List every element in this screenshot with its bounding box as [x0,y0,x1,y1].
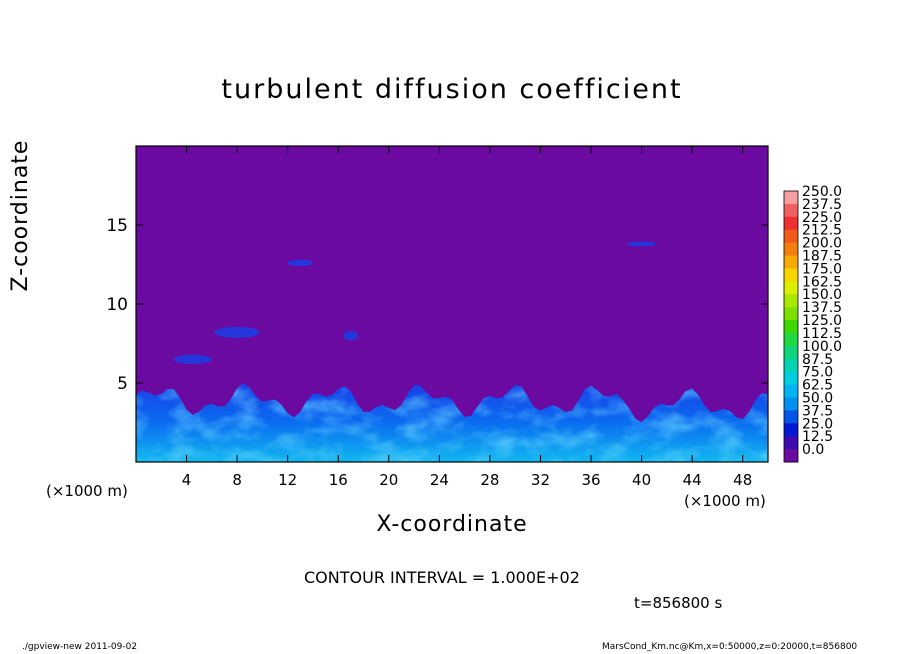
colorbar-frame [783,190,799,463]
colorbar-label: 137.5 [802,300,842,316]
colorbar-swatch [784,229,798,244]
colorbar-label: 50.0 [802,390,833,406]
x-tick-label: 20 [379,471,398,489]
x-tick-label: 8 [232,471,242,489]
colorbar-label: 87.5 [802,352,833,368]
colorbar: 250.0237.5225.0212.5200.0187.5175.0162.5… [783,184,842,463]
turbulent-patch [287,259,313,267]
x-tick-label: 28 [480,471,499,489]
colorbar-swatch [784,255,798,269]
colorbar-label: 162.5 [802,274,842,290]
colorbar-swatch [784,203,798,218]
colorbar-swatch [784,345,798,360]
x-unit-label: (×1000 m) [684,492,766,510]
colorbar-label: 37.5 [802,403,833,419]
colorbar-label: 0.0 [802,442,824,458]
colorbar-label: 12.5 [802,429,833,445]
x-tick-label: 12 [278,471,297,489]
x-tick-label: 48 [733,471,752,489]
colorbar-swatch [784,242,798,257]
colorbar-label: 100.0 [802,339,842,355]
x-tick-label: 36 [581,471,600,489]
colorbar-label: 200.0 [802,236,842,252]
colorbar-label: 112.5 [802,326,842,342]
colorbar-label: 212.5 [802,223,842,239]
colorbar-swatch [784,410,798,424]
colorbar-label: 75.0 [802,365,833,381]
colorbar-swatch [784,294,798,308]
y-axis-label: Z-coordinate [8,139,34,292]
colorbar-swatch [784,191,798,205]
colorbar-label: 237.5 [802,197,842,213]
x-tick-label: 32 [531,471,550,489]
turbulent-patch [626,241,657,247]
colorbar-swatch [784,384,798,398]
time-label: t=856800 s [634,594,723,612]
colorbar-swatch [784,216,798,231]
colorbar-swatch [784,397,798,411]
colorbar-swatch [784,320,798,334]
colorbar-swatch [784,423,798,437]
colorbar-swatch [784,268,798,282]
colorbar-label: 62.5 [802,378,833,394]
turbulent-patch [343,330,359,341]
contour-interval: CONTOUR INTERVAL = 1.000E+02 [304,568,580,587]
colorbar-label: 250.0 [802,184,842,200]
colorbar-swatch [784,436,798,450]
y-unit-label: (×1000 m) [46,482,128,500]
colorbar-swatch [784,371,798,386]
colorbar-label: 175.0 [802,261,842,277]
x-axis: 4 8 12 16 20 24 28 32 36 40 44 48 [182,146,752,489]
colorbar-swatch [784,332,798,347]
colorbar-label: 125.0 [802,313,842,329]
footer-right: MarsCond_Km.nc@Km,x=0:50000,z=0:20000,t=… [602,642,858,652]
colorbar-label: 150.0 [802,287,842,303]
x-tick-label: 44 [683,471,702,489]
y-tick-label: 5 [117,374,128,394]
x-tick-label: 16 [329,471,348,489]
turbulent-patch [214,326,260,338]
colorbar-label: 187.5 [802,249,842,265]
y-axis: 5 10 15 [106,216,768,394]
chart-title: turbulent diffusion coefficient [221,74,683,105]
colorbar-label: 25.0 [802,416,833,432]
x-tick-label: 4 [182,471,192,489]
x-tick-label: 40 [632,471,651,489]
colorbar-swatch [784,281,798,295]
y-tick-label: 10 [106,295,128,315]
y-tick-label: 15 [106,216,128,236]
x-tick-label: 24 [430,471,449,489]
heatmap-field [136,146,768,462]
footer-left: ./gpview-new 2011-09-02 [22,642,138,652]
colorbar-label: 225.0 [802,210,842,226]
colorbar-swatch [784,449,798,463]
turbulent-patch [173,354,212,365]
colorbar-swatch [784,307,798,321]
colorbar-swatch [784,358,798,373]
x-axis-label: X-coordinate [376,512,528,537]
